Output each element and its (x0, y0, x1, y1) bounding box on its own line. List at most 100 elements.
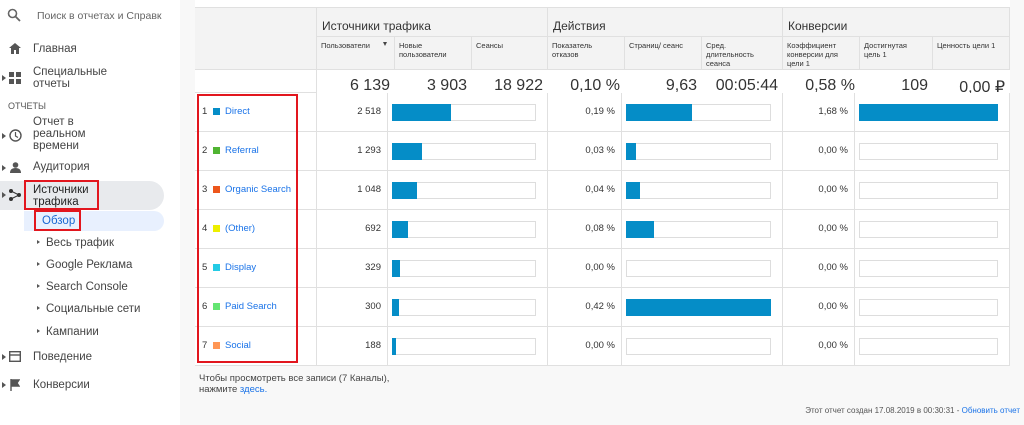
clock-icon (9, 129, 22, 142)
expand-arrow (2, 133, 6, 139)
nav-subitem[interactable]: Google Реклама (46, 259, 133, 271)
column-header[interactable]: Ценность цели 1 (933, 37, 1010, 70)
total-cell: 0,10 % (548, 70, 625, 94)
nav-subitem[interactable]: Обзор (42, 215, 76, 227)
nav-item[interactable]: Источники трафика (33, 184, 89, 208)
expand-arrow (37, 240, 40, 244)
bar-track (859, 182, 998, 199)
nav-item[interactable]: Отчет в реальном времени (33, 116, 86, 152)
expand-arrow (2, 165, 6, 171)
value-cell: 0,42 % (548, 288, 622, 327)
bar-cell (388, 93, 548, 132)
search-icon (7, 8, 21, 22)
value-cell: 0,00 % (783, 132, 855, 171)
total-cell: 0,00 ₽ (933, 70, 1010, 96)
value-cell: 329 (317, 249, 388, 288)
nav-subitem[interactable]: Search Console (46, 281, 128, 293)
nav-item[interactable]: Аудитория (33, 161, 90, 173)
nav-subitem[interactable]: Социальные сети (46, 303, 141, 315)
bar (626, 104, 692, 121)
column-header[interactable]: Новые пользователи (395, 37, 472, 70)
search-input[interactable]: Поиск в отчетах и Справк (37, 10, 162, 22)
bar-cell (622, 93, 783, 132)
row-index: 1 (202, 106, 208, 117)
note-link[interactable]: здесь. (239, 384, 268, 395)
person-icon (10, 162, 21, 173)
bar-track (859, 143, 998, 160)
bar-cell (855, 93, 1010, 132)
flag-icon (10, 379, 20, 391)
nav-subitem[interactable]: Весь трафик (46, 237, 114, 249)
column-header[interactable]: Страниц/ сеанс (625, 37, 702, 70)
nav-subitem[interactable]: Кампании (46, 326, 99, 338)
bar-cell (855, 327, 1010, 366)
value-cell: 0,03 % (548, 132, 622, 171)
channel-link[interactable]: Organic Search (225, 184, 292, 195)
column-header[interactable]: Показатель отказов (548, 37, 625, 70)
group-header: Источники трафика (317, 8, 548, 37)
value-cell: 692 (317, 210, 388, 249)
total-cell (195, 70, 317, 93)
value-cell: 0,00 % (783, 288, 855, 327)
bar-cell (388, 327, 548, 366)
bar (392, 182, 417, 199)
top-strip (195, 0, 1010, 8)
total-cell: 18 922 (472, 70, 548, 94)
grid-icon (9, 72, 21, 84)
value-cell: 0,00 % (783, 210, 855, 249)
nav-item[interactable]: Конверсии (33, 379, 90, 391)
row-index: 4 (202, 223, 208, 234)
column-header[interactable]: Сред. длительность сеанса (702, 37, 783, 70)
legend-swatch (213, 264, 220, 271)
legend-swatch (213, 186, 220, 193)
expand-arrow (2, 382, 6, 388)
nav-item[interactable]: Специальные отчеты (33, 66, 108, 90)
expand-arrow (2, 75, 6, 81)
column-header[interactable]: Пользователи (317, 37, 395, 70)
total-cell: 00:05:44 (702, 70, 783, 94)
bar (392, 260, 400, 277)
channel-link[interactable]: Paid Search (225, 301, 277, 312)
bar-cell (622, 288, 783, 327)
column-header[interactable]: Коэффициент конверсии для цели 1 (783, 37, 860, 70)
bar-cell (388, 171, 548, 210)
column-header[interactable]: Достигнутая цель 1 (860, 37, 933, 70)
bar-cell (855, 249, 1010, 288)
bar-cell (855, 171, 1010, 210)
bar (392, 338, 397, 355)
value-cell: 0,08 % (548, 210, 622, 249)
bar-cell (388, 249, 548, 288)
row-index: 6 (202, 301, 208, 312)
bar-track (392, 338, 536, 355)
bar-cell (388, 210, 548, 249)
bar-track (859, 338, 998, 355)
footer-note: Чтобы просмотреть все записи (7 Каналы),… (199, 373, 399, 395)
legend-swatch (213, 147, 220, 154)
channel-link[interactable]: Display (225, 262, 257, 273)
value-cell: 0,00 % (783, 249, 855, 288)
column-header[interactable]: Сеансы (472, 37, 548, 70)
expand-arrow (37, 329, 40, 333)
nav-item[interactable]: Главная (33, 43, 77, 55)
bar-cell (855, 288, 1010, 327)
bar-cell (622, 249, 783, 288)
value-cell: 188 (317, 327, 388, 366)
value-cell: 0,19 % (548, 93, 622, 132)
report-info-text: Этот отчет создан 17.08.2019 в 00:30:31 … (805, 406, 960, 415)
bar-track (392, 221, 536, 238)
nav-item[interactable]: Поведение (33, 351, 93, 363)
bar-cell (622, 132, 783, 171)
bar-track (859, 260, 998, 277)
row-index: 5 (202, 262, 208, 273)
bar-track (392, 260, 536, 277)
channel-link[interactable]: Social (225, 340, 251, 351)
value-cell: 300 (317, 288, 388, 327)
channel-link[interactable]: Direct (225, 106, 250, 117)
refresh-link[interactable]: Обновить отчет (961, 406, 1020, 415)
channel-link[interactable]: (Other) (225, 223, 256, 234)
bar (626, 299, 771, 316)
channel-link[interactable]: Referral (225, 145, 259, 156)
row-index: 3 (202, 184, 208, 195)
expand-arrow (37, 262, 40, 266)
